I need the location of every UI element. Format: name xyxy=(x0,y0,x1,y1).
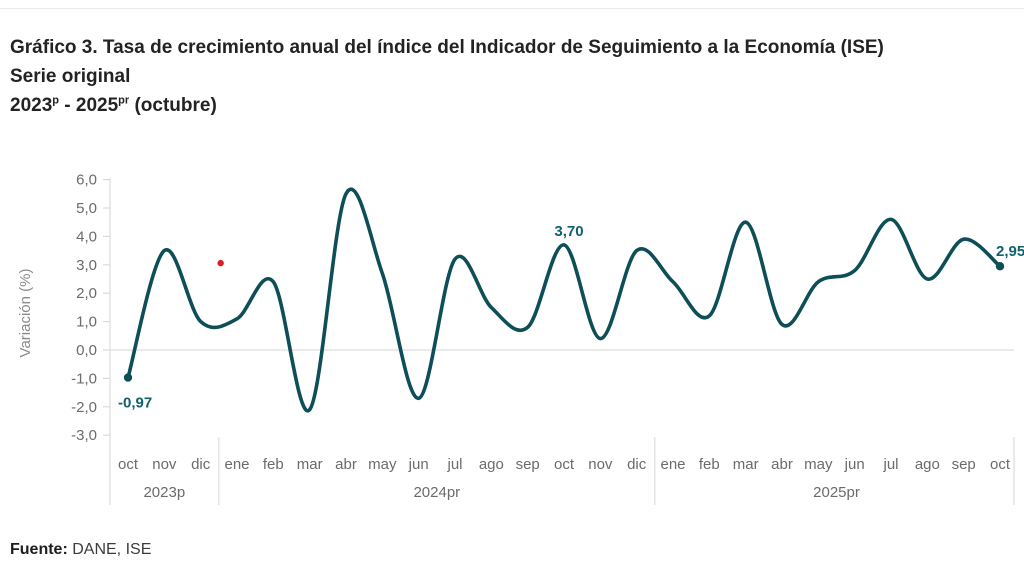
month-label: mar xyxy=(733,456,759,473)
month-label: jun xyxy=(844,456,865,473)
y-tick-label: 6,0 xyxy=(76,172,97,189)
chart-title: Gráfico 3. Tasa de crecimiento anual del… xyxy=(10,33,884,120)
month-label: ene xyxy=(224,456,249,473)
chart-title-range: 2023p - 2025pr (octubre) xyxy=(10,95,217,116)
month-label: mar xyxy=(297,456,323,473)
title-range-text: (octubre) xyxy=(129,95,217,116)
month-label: nov xyxy=(588,456,613,473)
y-tick-label: -1,0 xyxy=(71,370,97,387)
series-path xyxy=(126,187,1002,413)
year-label: 2024pr xyxy=(413,484,460,501)
month-label: oct xyxy=(990,456,1011,473)
y-tick-label: 4,0 xyxy=(76,228,97,245)
month-label: may xyxy=(804,456,833,473)
month-label: jul xyxy=(446,456,462,473)
month-label: jun xyxy=(408,456,429,473)
source-label: Fuente: xyxy=(10,541,68,558)
y-tick-label: 0,0 xyxy=(76,342,97,359)
source-value: DANE, ISE xyxy=(67,541,152,558)
y-tick-label: 3,0 xyxy=(76,257,97,274)
end-point-marker xyxy=(995,262,1005,271)
year-label: 2025pr xyxy=(813,484,860,501)
month-label: feb xyxy=(263,456,284,473)
y-axis-title: Variación (%) xyxy=(17,269,34,358)
month-label: jul xyxy=(882,456,898,473)
start-point-marker xyxy=(123,373,133,382)
month-label: ago xyxy=(479,456,504,473)
month-label: sep xyxy=(952,456,976,473)
month-label: may xyxy=(368,456,397,473)
month-label: feb xyxy=(699,456,720,473)
month-label: dic xyxy=(627,456,647,473)
month-label: abr xyxy=(335,456,357,473)
stray-red-dot xyxy=(217,259,224,267)
title-superscript: p xyxy=(52,94,60,107)
month-label: abr xyxy=(771,456,793,473)
data-label: 3,70 xyxy=(554,223,583,240)
year-label: 2023p xyxy=(143,484,185,501)
data-label: -0,97 xyxy=(118,395,152,412)
title-superscript: pr xyxy=(118,94,130,107)
month-label: ene xyxy=(660,456,685,473)
data-label: 2,95 xyxy=(996,243,1024,260)
y-tick-label: -3,0 xyxy=(71,427,97,444)
y-tick-label: 2,0 xyxy=(76,285,97,302)
source-note: Fuente: DANE, ISE xyxy=(10,541,151,559)
y-tick-label: 5,0 xyxy=(76,200,97,217)
y-tick-label: 1,0 xyxy=(76,314,97,331)
chart-title-line2: Serie original xyxy=(10,66,131,87)
title-range-text: 2023 xyxy=(10,95,53,116)
top-divider xyxy=(0,8,1024,9)
month-label: dic xyxy=(191,456,211,473)
month-label: ago xyxy=(915,456,940,473)
title-range-text: - 2025 xyxy=(59,95,119,116)
month-label: nov xyxy=(152,456,177,473)
month-label: oct xyxy=(554,456,575,473)
month-label: sep xyxy=(516,456,540,473)
month-label: oct xyxy=(118,456,139,473)
chart-title-line1: Gráfico 3. Tasa de crecimiento anual del… xyxy=(10,37,884,58)
y-tick-label: -2,0 xyxy=(71,399,97,416)
